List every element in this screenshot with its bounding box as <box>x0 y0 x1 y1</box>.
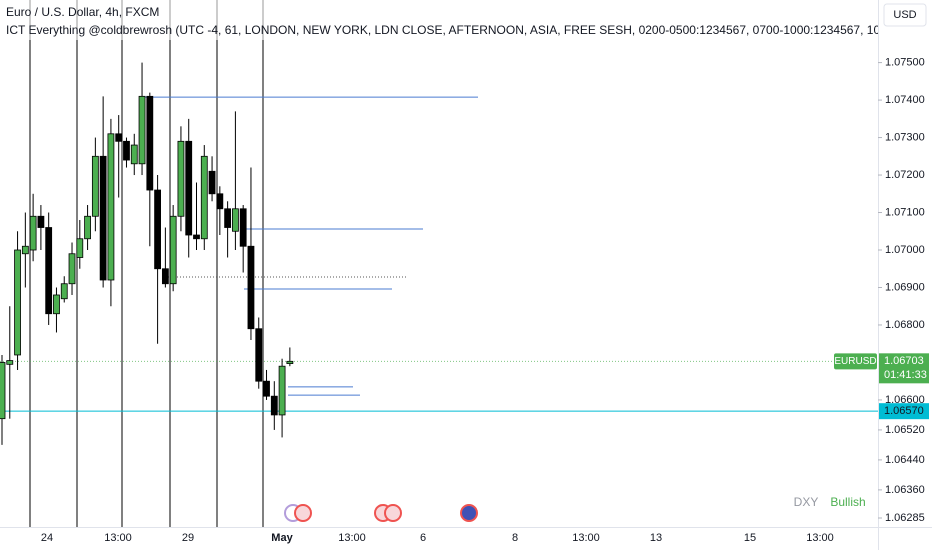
candle-body <box>200 155 208 240</box>
x-tick-label: 15 <box>744 532 756 544</box>
indicator-line: ICT Everything @coldbrewrosh (UTC -4, 61… <box>6 23 932 37</box>
y-tick-label: 1.06360 <box>885 484 925 496</box>
candle-body <box>45 227 53 315</box>
y-tick-label: 1.07400 <box>885 94 925 106</box>
price-tag <box>879 353 929 384</box>
candle-body <box>255 328 263 382</box>
x-tick-label: 29 <box>182 532 194 544</box>
x-tick-label: 13 <box>650 532 662 544</box>
x-tick-label: 24 <box>41 532 53 544</box>
y-tick-label: 1.07500 <box>885 57 925 69</box>
candle-body <box>99 155 107 281</box>
candle-body <box>37 215 45 228</box>
candle-body <box>115 133 123 142</box>
x-tick-label: 13:00 <box>338 532 366 544</box>
candle-body <box>130 144 138 165</box>
candle-body <box>161 268 169 285</box>
candle-body <box>14 249 21 356</box>
y-tick-label: 1.07000 <box>885 244 925 256</box>
candle-body <box>286 360 294 364</box>
candle-body <box>68 253 76 285</box>
x-tick-label: 13:00 <box>104 532 132 544</box>
candle-body <box>231 208 239 232</box>
candle-body <box>185 140 193 236</box>
candle-body <box>278 365 286 416</box>
event-icon[interactable] <box>384 504 402 522</box>
candle-body <box>263 380 270 397</box>
x-tick-label: 6 <box>420 532 426 544</box>
candle-body <box>76 238 84 258</box>
candle-body <box>91 155 99 217</box>
header: Euro / U.S. Dollar, 4h, FXCM ICT Everyth… <box>0 0 932 40</box>
support-tag <box>879 403 929 420</box>
x-tick-label: 8 <box>512 532 518 544</box>
price-tag-label: 1.06703 <box>884 355 924 367</box>
y-tick-label: 1.06285 <box>885 512 925 524</box>
currency[interactable]: USD <box>893 9 916 21</box>
candle-body <box>123 140 130 161</box>
candle-body <box>239 208 247 247</box>
event-icons <box>284 504 478 522</box>
candle-body <box>177 140 185 217</box>
y-tick-label: 1.07200 <box>885 169 925 181</box>
candle-body <box>60 283 68 300</box>
candle-body <box>208 170 216 195</box>
support-tag-label: 1.06570 <box>884 405 924 417</box>
candle-body <box>138 95 146 165</box>
candle-body <box>84 215 91 240</box>
y-tick-label: 1.07300 <box>885 131 925 143</box>
y-tick-label: 1.06800 <box>885 319 925 331</box>
y-tick-label: 1.06440 <box>885 454 925 466</box>
y-tick-label: 1.06900 <box>885 281 925 293</box>
candle-body <box>247 245 255 330</box>
legend-bias: Bullish <box>830 495 865 509</box>
candle-body <box>224 208 232 228</box>
x-tick-label: May <box>271 532 293 544</box>
y-tick-label: 1.07100 <box>885 206 925 218</box>
candle-body <box>146 95 154 191</box>
countdown-label: 01:41:33 <box>884 369 927 381</box>
candle-body <box>6 360 14 365</box>
plot <box>0 62 878 445</box>
candle-body <box>29 215 37 251</box>
candle-body <box>169 215 177 285</box>
currency-button[interactable] <box>883 3 927 27</box>
candle-body <box>154 189 162 270</box>
y-tick-label: 1.06520 <box>885 424 925 436</box>
session-lines <box>29 0 264 527</box>
candle-body <box>270 395 278 416</box>
x-tick-label: 13:00 <box>806 532 834 544</box>
candle-body <box>107 133 115 281</box>
candle-body <box>53 294 60 315</box>
event-icon[interactable] <box>460 504 478 522</box>
candle-body <box>21 245 29 255</box>
event-icon[interactable] <box>294 504 312 522</box>
header-bg <box>0 0 878 40</box>
x-tick-label: 13:00 <box>572 532 600 544</box>
symbol-tag-label: EURUSD <box>834 356 876 367</box>
legend-symbol: DXY <box>794 495 819 509</box>
candle-body <box>193 234 200 240</box>
chart-title: Euro / U.S. Dollar, 4h, FXCM <box>6 5 159 19</box>
candle-body <box>216 193 224 210</box>
candle-body <box>0 362 6 420</box>
y-tick-label: 1.06600 <box>885 394 925 406</box>
symbol-tag <box>834 353 877 370</box>
